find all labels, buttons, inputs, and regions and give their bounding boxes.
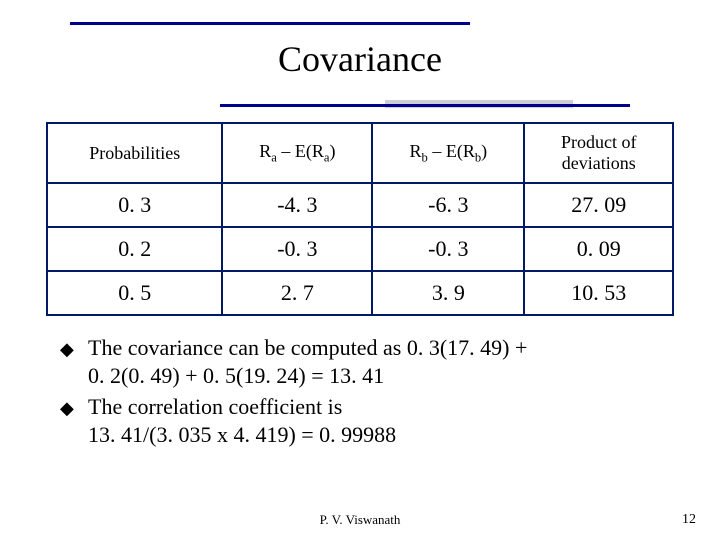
- col-rb-pre: R: [410, 141, 422, 161]
- footer-author: P. V. Viswanath: [0, 512, 720, 528]
- subtitle-rule: [0, 100, 720, 108]
- table-header-row: Probabilities Ra – E(Ra) Rb – E(Rb) Prod…: [47, 123, 673, 183]
- slide: Covariance Probabilities Ra – E(Ra) Rb –…: [0, 0, 720, 540]
- top-rule: [70, 22, 470, 25]
- cell-prod: 27. 09: [524, 183, 673, 227]
- cell-rb: -0. 3: [372, 227, 524, 271]
- col-rb-mid: – E(R: [428, 141, 475, 161]
- cell-prob: 0. 3: [47, 183, 222, 227]
- bullet-text-line: 0. 2(0. 49) + 0. 5(19. 24) = 13. 41: [88, 363, 384, 388]
- covariance-table: Probabilities Ra – E(Ra) Rb – E(Rb) Prod…: [46, 122, 674, 316]
- subtitle-line: [220, 104, 630, 107]
- slide-title: Covariance: [0, 38, 720, 80]
- col-rb-post: ): [481, 141, 487, 161]
- cell-prob: 0. 5: [47, 271, 222, 315]
- bullet-icon: ◆: [60, 338, 74, 361]
- cell-rb: 3. 9: [372, 271, 524, 315]
- cell-prob: 0. 2: [47, 227, 222, 271]
- col-ra-mid: – E(R: [277, 141, 324, 161]
- cell-ra: -0. 3: [222, 227, 372, 271]
- col-prod-l1: Product of: [561, 132, 637, 152]
- cell-ra: -4. 3: [222, 183, 372, 227]
- cell-rb: -6. 3: [372, 183, 524, 227]
- cell-prod: 10. 53: [524, 271, 673, 315]
- bullet-icon: ◆: [60, 397, 74, 420]
- col-rb-deviation: Rb – E(Rb): [372, 123, 524, 183]
- slide-number: 12: [682, 512, 696, 528]
- table-row: 0. 2 -0. 3 -0. 3 0. 09: [47, 227, 673, 271]
- col-ra-pre: R: [259, 141, 271, 161]
- col-probabilities: Probabilities: [47, 123, 222, 183]
- cell-prod: 0. 09: [524, 227, 673, 271]
- bullet-list: ◆ The covariance can be computed as 0. 3…: [60, 334, 680, 448]
- col-ra-deviation: Ra – E(Ra): [222, 123, 372, 183]
- table-row: 0. 5 2. 7 3. 9 10. 53: [47, 271, 673, 315]
- col-prod-l2: deviations: [562, 153, 636, 173]
- bullet-correlation: ◆ The correlation coefficient is 13. 41/…: [60, 393, 680, 448]
- col-ra-post: ): [329, 141, 335, 161]
- covariance-table-wrap: Probabilities Ra – E(Ra) Rb – E(Rb) Prod…: [46, 122, 674, 316]
- cell-ra: 2. 7: [222, 271, 372, 315]
- bullet-text-line: The covariance can be computed as 0. 3(1…: [88, 335, 527, 360]
- bullet-text-line: 13. 41/(3. 035 x 4. 419) = 0. 99988: [88, 422, 396, 447]
- col-product-deviations: Product of deviations: [524, 123, 673, 183]
- bullet-text-line: The correlation coefficient is: [88, 394, 342, 419]
- table-row: 0. 3 -4. 3 -6. 3 27. 09: [47, 183, 673, 227]
- title-area: Covariance: [0, 0, 720, 94]
- bullet-covariance: ◆ The covariance can be computed as 0. 3…: [60, 334, 680, 389]
